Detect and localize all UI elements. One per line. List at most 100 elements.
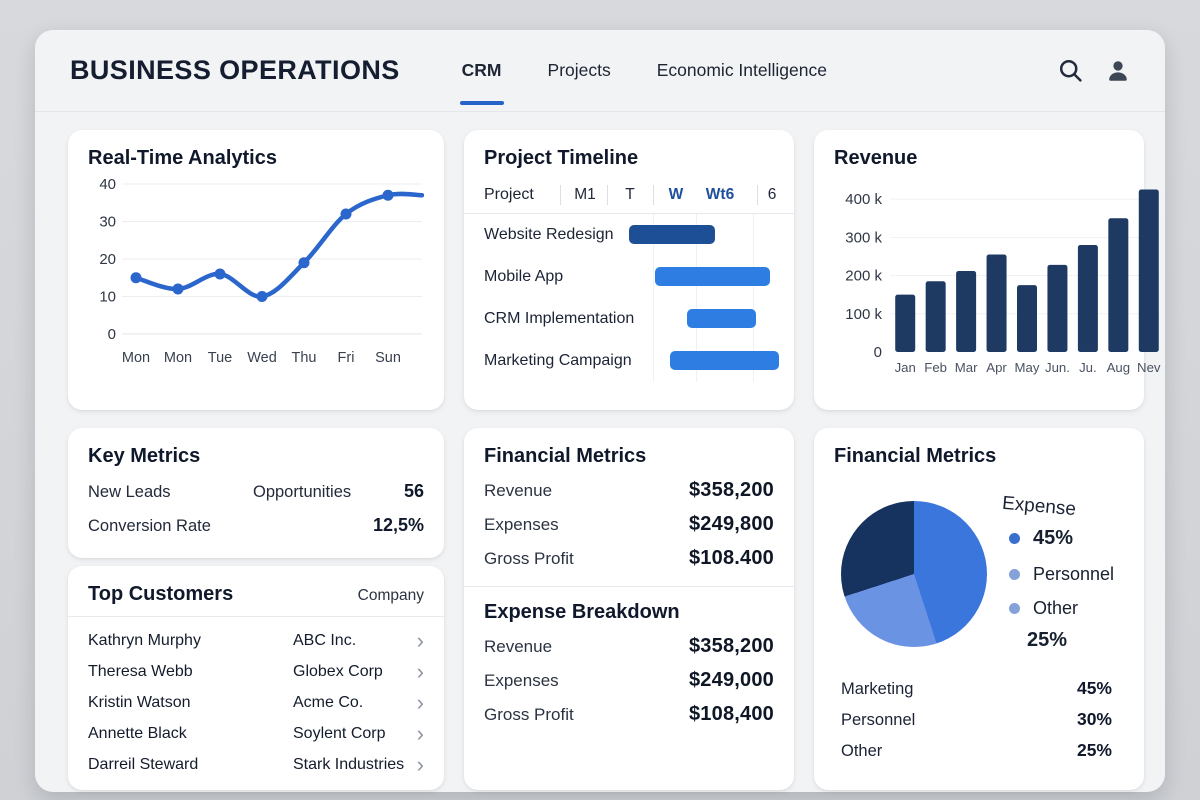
metric-mid-label: Opportunities [253,483,352,501]
expense-label: Personnel [841,711,916,729]
pie-legend-title: Expense [1001,492,1077,521]
svg-text:Sun: Sun [375,350,401,366]
financial-value: $358,200 [688,635,774,657]
svg-text:Tue: Tue [208,350,232,366]
tab-label: Economic Intelligence [656,60,827,80]
expense-breakdown-title: Expense Breakdown [484,601,680,623]
svg-text:0: 0 [108,326,116,343]
customer-row[interactable]: Theresa Webb Globex Corp › [88,656,424,687]
gantt-gridline [696,214,697,382]
gantt-column-m1: M1 [574,186,596,203]
key-metrics-rows: New Leads Opportunities 56 Conversion Rate 1… [88,481,424,536]
search-icon[interactable] [1057,58,1083,84]
gantt-column-project: Project [484,186,534,203]
card-title: Financial Metrics [484,445,647,467]
company-column-header: Company [357,587,424,604]
svg-text:Mar: Mar [955,360,978,375]
column-separator [653,185,654,205]
financial-row: Gross Profit $108.400 [484,547,774,570]
svg-text:400 k: 400 k [845,191,882,208]
financial-value: $358,200 [688,479,774,501]
financial-row: Expenses $249,000 [484,669,774,692]
customer-company: Soylent Corp [293,724,386,742]
card-project-timeline: Project Timeline Project M1 T W Wt6 6 Websit… [464,130,794,410]
financial-value: $249,000 [688,669,774,691]
financial-value: $108.400 [688,547,774,569]
customer-company: Globex Corp [293,662,383,680]
financial-label: Revenue [484,481,553,500]
header-icons [1057,58,1131,84]
chevron-right-icon[interactable]: › [416,627,424,653]
column-separator [757,185,758,205]
app-header: BUSINESS OPERATIONS CRM Projects Economic … [35,30,1165,112]
gantt-task-bar[interactable] [670,351,779,370]
financial-value: $249,800 [688,513,774,535]
tab-projects[interactable]: Projects [548,54,611,87]
pie-chart [841,501,987,647]
divider [68,616,444,617]
pie-legend-item: Other [1009,598,1078,619]
nav-tabs: CRM Projects Economic Intelligence [459,54,827,105]
gantt-column-wt6: Wt6 [705,186,735,203]
svg-text:10: 10 [99,289,116,306]
key-metric-row: Conversion Rate 12,5% [88,515,424,536]
legend-label: Personnel [1033,564,1115,584]
customer-row[interactable]: Annette Black Soylent Corp › [88,718,424,749]
gantt-task-bar[interactable] [655,267,770,286]
active-tab-underline [459,101,504,105]
page-title: BUSINESS OPERATIONS [70,55,400,85]
pie-legend-item: 45% [1009,527,1073,550]
tab-crm[interactable]: CRM [459,54,504,105]
metric-label: Conversion Rate [88,517,211,535]
card-title: Project Timeline [484,147,639,169]
legend-bullet-icon [1009,569,1020,580]
card-key-metrics: Key Metrics New Leads Opportunities 56 Conv… [68,428,444,558]
main-panel: BUSINESS OPERATIONS CRM Projects Economic … [35,30,1165,792]
financial-row: Revenue $358,200 [484,635,774,658]
svg-text:Aug: Aug [1107,360,1130,375]
customer-row[interactable]: Kathryn Murphy ABC Inc. › [88,625,424,656]
chevron-right-icon[interactable]: › [416,751,424,777]
svg-text:Wed: Wed [247,350,277,366]
expense-value: 25% [1076,740,1112,760]
svg-text:Mon: Mon [122,350,150,366]
svg-text:May: May [1015,360,1040,375]
customer-row[interactable]: Kristin Watson Acme Co. › [88,687,424,718]
gantt-task-label: Mobile App [484,268,564,285]
gantt-task-bar[interactable] [629,225,715,244]
tab-label: Projects [547,60,611,80]
tab-economic-intelligence[interactable]: Economic Intelligence [657,54,827,87]
chevron-right-icon[interactable]: › [416,689,424,715]
legend-bullet-icon [1009,533,1020,544]
card-title: Real-Time Analytics [88,147,277,169]
expense-value: 45% [1076,678,1112,698]
svg-text:Jun.: Jun. [1045,360,1070,375]
customer-row[interactable]: Darreil Steward Stark Industries › [88,749,424,780]
svg-text:Mon: Mon [164,350,192,366]
customer-company: Stark Industries [293,755,405,773]
chevron-right-icon[interactable]: › [416,658,424,684]
svg-text:200 k: 200 k [845,268,882,285]
customers-rows: Kathryn Murphy ABC Inc. › Theresa Webb Globe… [88,625,424,780]
expense-list-row: Other 25% [841,740,1112,761]
expense-list-row: Marketing 45% [841,678,1112,699]
user-icon[interactable] [1105,58,1131,84]
financial-label: Gross Profit [484,549,574,568]
financial-row: Expenses $249,800 [484,513,774,536]
financial-row: Revenue $358,200 [484,479,774,502]
gantt-header: Project M1 T W Wt6 6 [484,180,776,213]
legend-label: Other [1033,598,1079,618]
divider [464,586,794,587]
svg-text:Fri: Fri [338,350,355,366]
gantt-task-bar[interactable] [687,309,756,328]
svg-text:Ju.: Ju. [1079,360,1097,375]
gantt-column-t: T [625,186,635,203]
metric-value: 56 [403,481,424,501]
customer-company: Acme Co. [293,693,364,711]
customer-name: Theresa Webb [88,662,193,680]
gantt-task-label: Marketing Campaign [484,352,632,369]
svg-text:30: 30 [99,214,116,231]
customer-name: Kristin Watson [88,693,191,711]
chevron-right-icon[interactable]: › [416,720,424,746]
gantt-task-label: CRM Implementation [484,310,635,327]
